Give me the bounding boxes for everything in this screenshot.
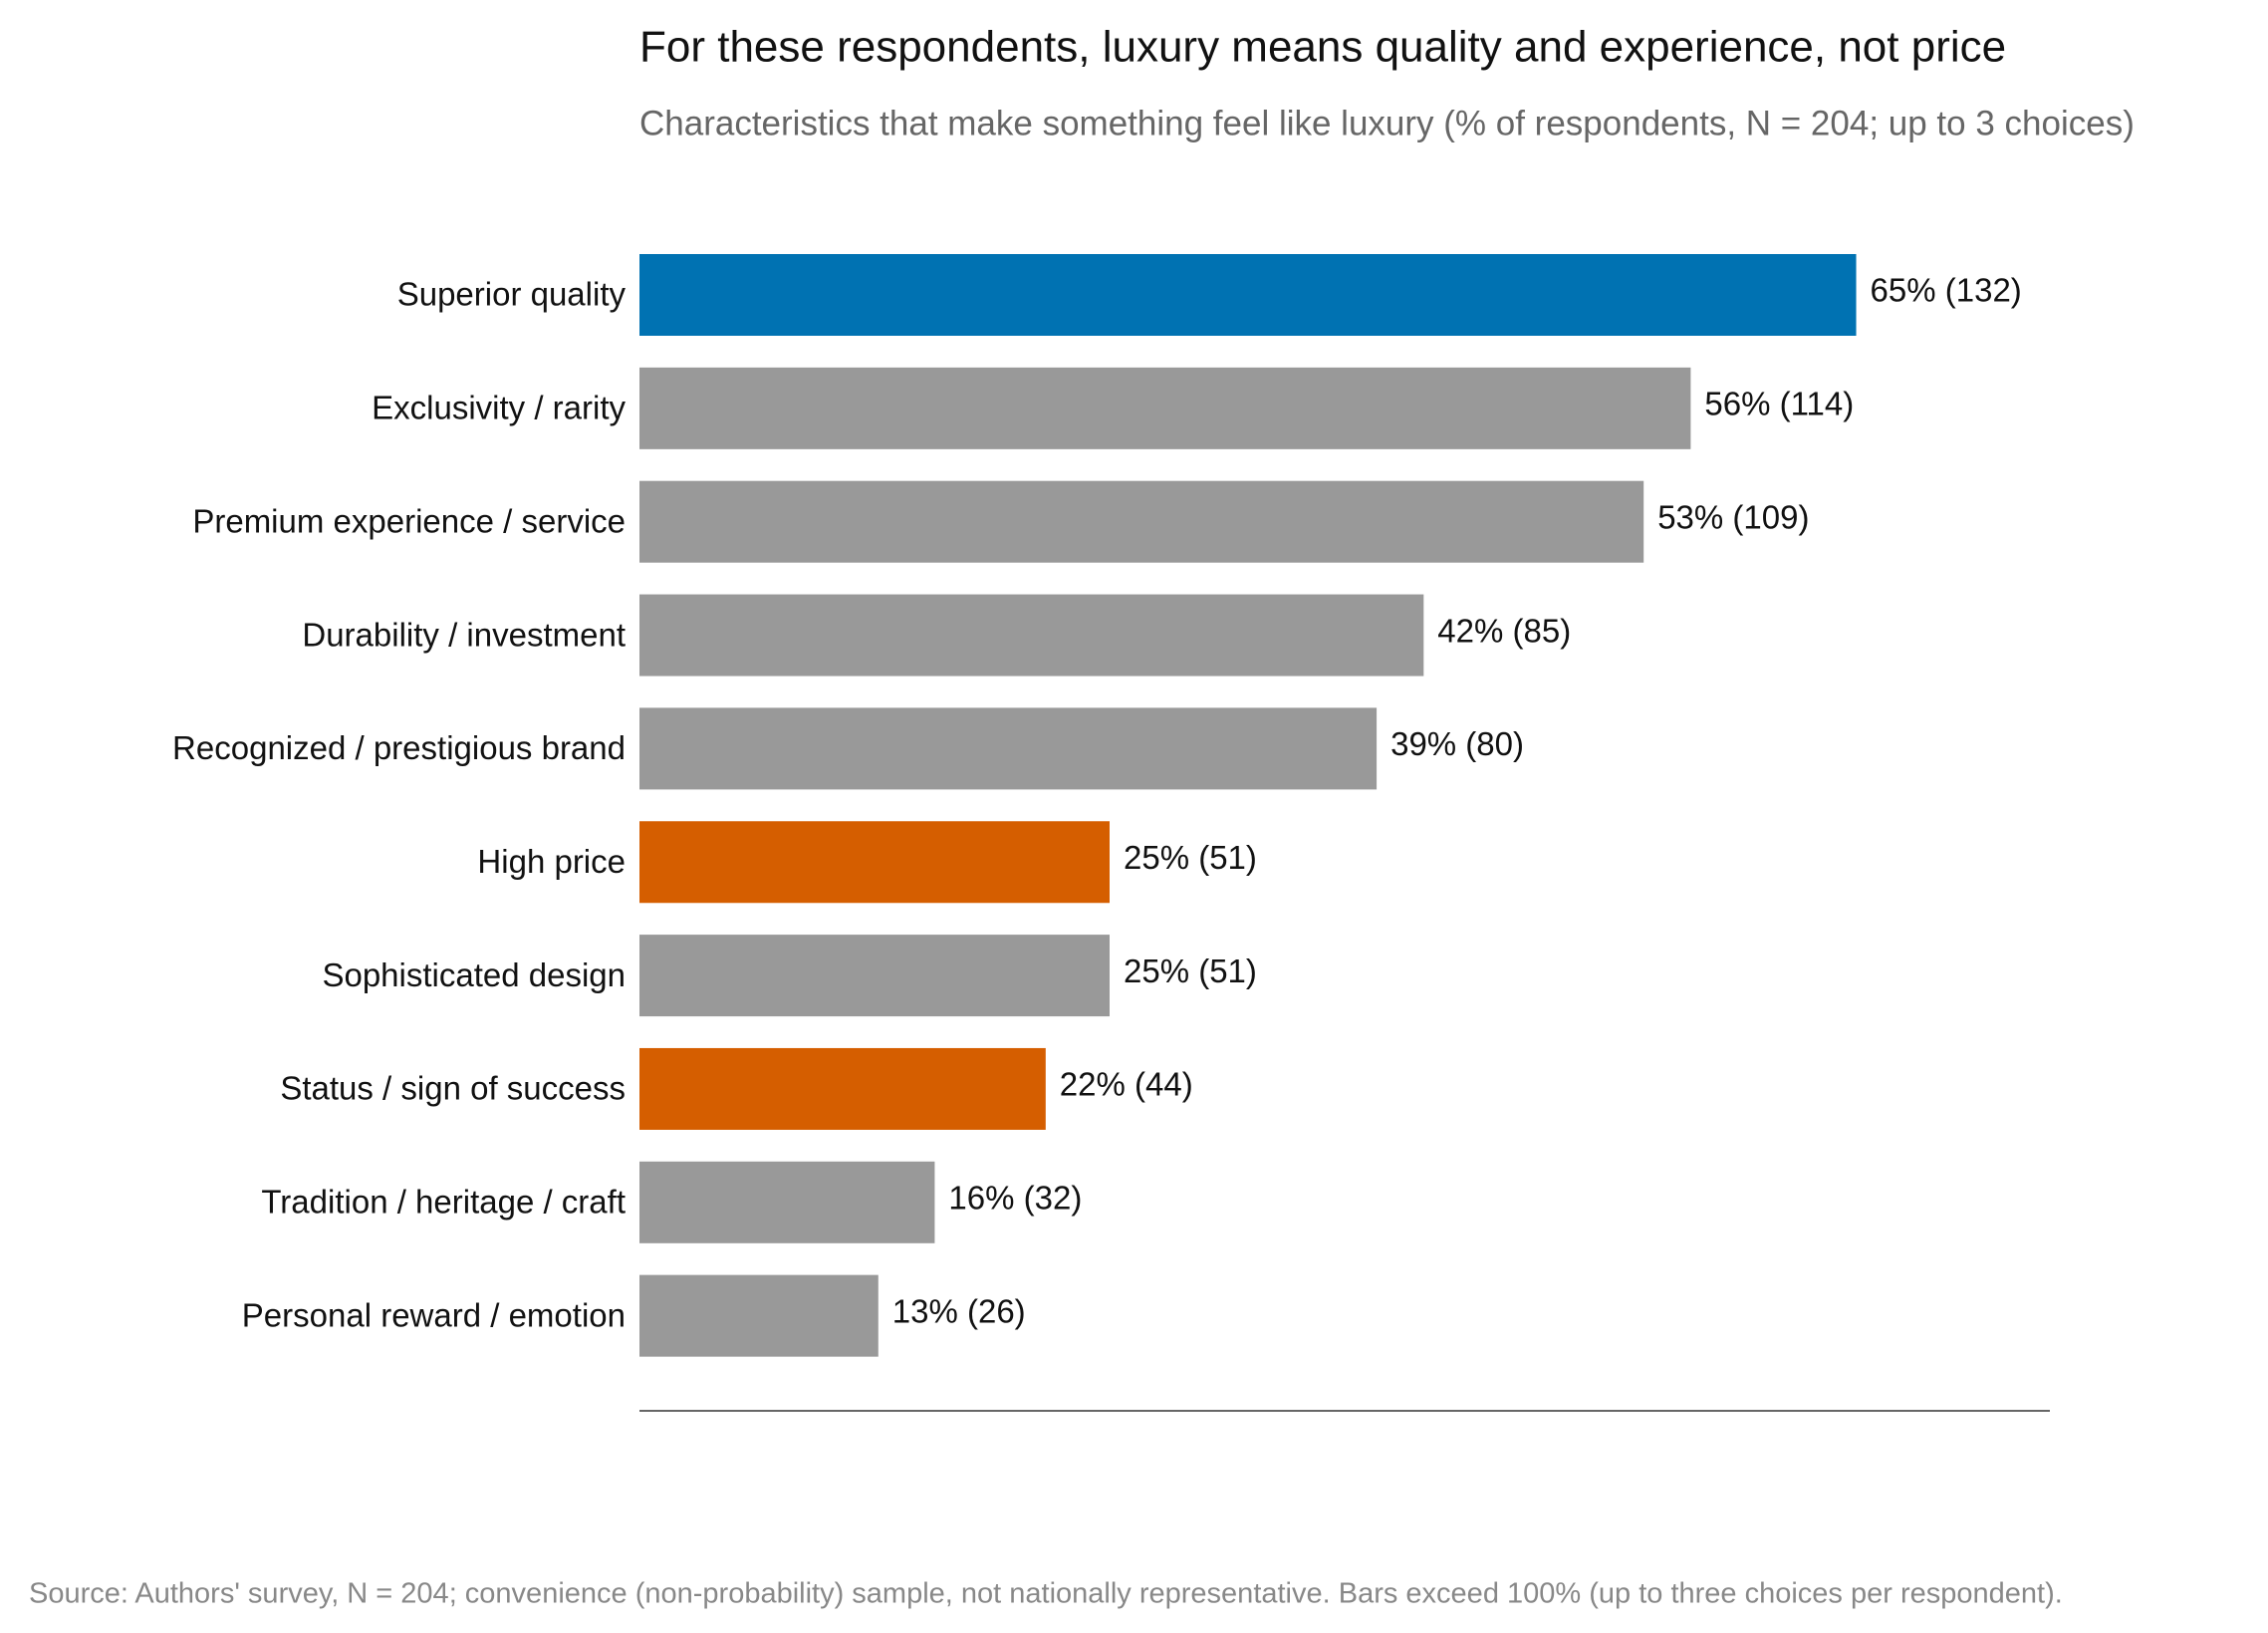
category-label: Tradition / heritage / craft (261, 1184, 626, 1221)
category-label: Premium experience / service (192, 502, 626, 539)
bar (639, 935, 1110, 1017)
chart-subtitle: Characteristics that make something feel… (639, 104, 2135, 142)
category-label: Superior quality (397, 276, 627, 313)
bar (639, 480, 1644, 563)
bar (639, 1274, 879, 1357)
value-label: 25% (51) (1124, 953, 1257, 989)
bar (639, 254, 1857, 336)
bar (639, 821, 1110, 904)
bar (639, 1161, 935, 1243)
bar (639, 1047, 1046, 1130)
category-label: Personal reward / emotion (242, 1296, 626, 1333)
category-label: Durability / investment (302, 616, 626, 653)
category-label: Status / sign of success (280, 1070, 626, 1107)
chart-title: For these respondents, luxury means qual… (639, 23, 2006, 72)
bar (639, 367, 1691, 449)
value-label: 22% (44) (1060, 1066, 1193, 1103)
category-label: High price (477, 843, 626, 880)
category-label: Exclusivity / rarity (372, 390, 626, 426)
category-label: Sophisticated design (322, 956, 626, 993)
bar (639, 594, 1424, 677)
source-note: Source: Authors' survey, N = 204; conven… (29, 1578, 2063, 1610)
value-label: 42% (85) (1437, 612, 1571, 649)
value-label: 16% (32) (948, 1180, 1082, 1217)
value-label: 25% (51) (1124, 839, 1257, 876)
value-label: 65% (132) (1871, 272, 2022, 309)
category-label: Recognized / prestigious brand (172, 729, 626, 766)
value-label: 53% (109) (1657, 498, 1809, 535)
value-label: 39% (80) (1390, 725, 1524, 762)
value-label: 56% (114) (1704, 386, 1854, 422)
bar (639, 707, 1378, 790)
value-label: 13% (26) (892, 1292, 1026, 1329)
